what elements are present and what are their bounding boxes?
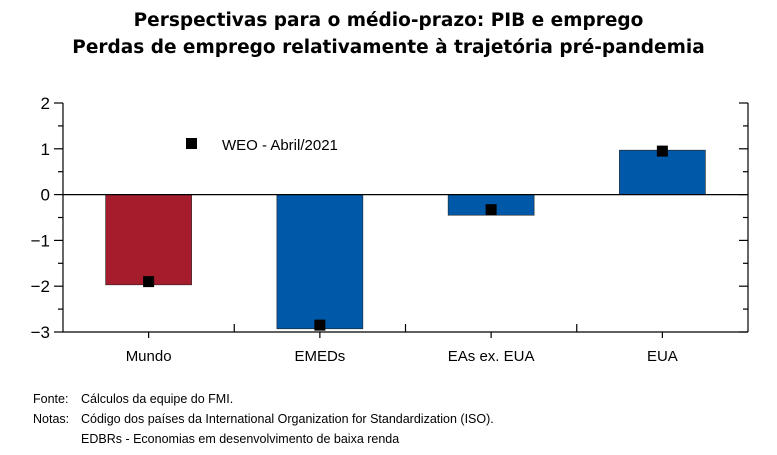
data-point-marker <box>143 276 155 288</box>
x-tick-label: Mundo <box>126 348 172 365</box>
y-tick-label: 1 <box>41 140 50 159</box>
data-point-marker <box>656 145 668 157</box>
legend-marker <box>186 138 197 149</box>
bar <box>619 149 706 195</box>
notes-text: Código dos países da International Organ… <box>81 412 494 426</box>
bar-chart: 2 1 0 −1 −2 −3 Mundo EMEDs EAs ex. EUA EUA WEO - A… <box>31 94 749 365</box>
x-tick-label: EAs ex. EUA <box>448 348 535 365</box>
y-tick-label: −2 <box>31 277 50 296</box>
x-tick-label: EMEDs <box>294 348 345 365</box>
y-tick-label: 0 <box>41 186 50 205</box>
chart-title: Perspectivas para o médio-prazo: PIB e e… <box>133 10 644 31</box>
notes-text-2: EDBRs - Economias em desenvolvimento de … <box>81 432 400 446</box>
bar <box>276 194 364 330</box>
y-tick-label: −1 <box>31 231 50 250</box>
data-point-marker <box>485 204 497 216</box>
bar <box>105 194 192 286</box>
chart-notes: Fonte: Cálculos da equipe do FMI. Notas:… <box>33 389 494 449</box>
y-tick-label: 2 <box>41 94 50 113</box>
x-tick-label: EUA <box>647 348 678 365</box>
chart-subtitle: Perdas de emprego relativamente à trajet… <box>72 37 705 58</box>
source-text: Cálculos da equipe do FMI. <box>81 392 234 406</box>
y-tick-label: −3 <box>31 323 50 342</box>
legend-label: WEO - Abril/2021 <box>222 137 338 154</box>
notes-label: Notas: <box>33 412 70 426</box>
source-label: Fonte: <box>33 392 69 406</box>
data-point-marker <box>314 319 326 331</box>
